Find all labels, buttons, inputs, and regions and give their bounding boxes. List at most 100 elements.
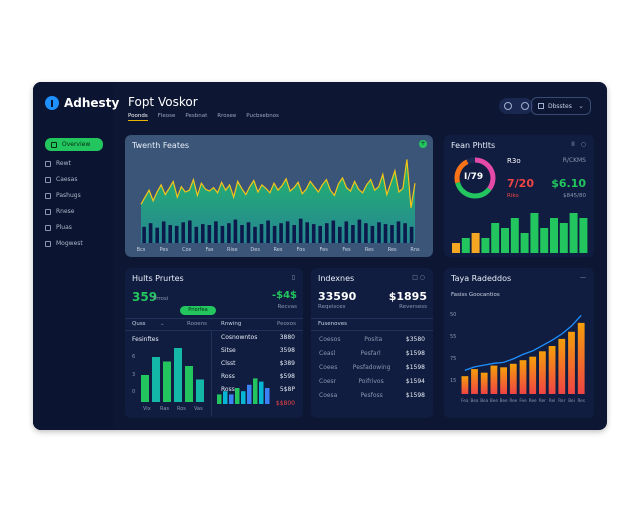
trend-bar xyxy=(292,225,296,243)
sidebar-item-2[interactable]: Caesas xyxy=(45,173,113,186)
y-tick: 6 xyxy=(132,354,136,360)
tab-1[interactable]: Fleose xyxy=(157,113,176,119)
table-row[interactable]: Coesa Pesfoss $1598 xyxy=(311,392,433,399)
y-tick: 3 xyxy=(132,372,136,378)
sidebar-item-label: Rnese xyxy=(56,208,75,215)
trend-bar xyxy=(396,221,401,243)
tab-2[interactable]: Pesbnat xyxy=(185,113,208,119)
table-row[interactable]: Cosnowntos 3880 xyxy=(213,334,303,341)
row-label: Ross xyxy=(221,373,235,380)
donut-label-1: R3o xyxy=(507,157,521,165)
pause-icon[interactable]: II xyxy=(571,141,575,148)
indexnes-header-label[interactable]: Fusenoves xyxy=(318,321,347,327)
panel-more-icon[interactable]: □ ○ xyxy=(412,274,425,281)
x-tick-label: Fos xyxy=(297,247,306,253)
trend-bar xyxy=(220,225,225,243)
sidebar-item-overview[interactable]: Overview xyxy=(45,138,103,151)
trend-badge[interactable]: + xyxy=(419,140,427,148)
trend-bar xyxy=(168,225,172,243)
donut-panel: Fean Phtlts II ○ I/79 R3o R/CKMS 7/20 $6… xyxy=(444,135,594,257)
donut-panel-bar xyxy=(530,213,539,253)
indexnes-value-1: 33590 xyxy=(318,290,357,303)
sidebar-item-6[interactable]: Mogwest xyxy=(45,237,113,250)
trend-bar xyxy=(272,225,277,243)
trend-bar xyxy=(338,226,342,243)
priority-pill[interactable]: Priorfea xyxy=(180,306,216,315)
x-tick-label: Fas xyxy=(205,247,213,253)
taya-x-label: Bee xyxy=(490,398,498,403)
table-row[interactable]: Coesr Poifrivos $1594 xyxy=(311,378,433,385)
date-select[interactable]: Dbsstes ⌄ xyxy=(531,97,591,115)
sidebar-item-1[interactable]: Rewt xyxy=(45,157,113,170)
hults-bar xyxy=(141,375,149,402)
trend-bar xyxy=(259,224,264,243)
taya-y-tick: 75 xyxy=(450,356,456,362)
table-row[interactable]: Coees Pesfadowing $1598 xyxy=(311,364,433,371)
sidebar-item-label: Rewt xyxy=(56,160,71,167)
trend-bar xyxy=(364,223,368,243)
taya-bar xyxy=(568,331,575,394)
table-row[interactable]: $$800 xyxy=(213,400,303,407)
list-icon xyxy=(45,224,51,231)
moon-icon[interactable] xyxy=(503,102,512,110)
panel-menu-icon[interactable]: ▯ xyxy=(291,274,295,281)
logo[interactable]: Adhesty xyxy=(45,96,119,110)
hults-bar-2 xyxy=(235,388,240,404)
x-tick-label: Rns xyxy=(410,247,420,253)
table-row[interactable]: Sitse 3598 xyxy=(213,347,303,354)
col-header-2[interactable]: Rooens xyxy=(187,321,208,327)
taya-bar xyxy=(558,338,566,394)
sidebar-item-label: Overview xyxy=(62,141,91,148)
trend-bar xyxy=(227,223,231,243)
col-header-3[interactable]: Rnwing xyxy=(221,321,242,327)
indexnes-sub-1: Reqeisces xyxy=(318,304,346,310)
page-title: Fopt Voskor xyxy=(128,95,198,109)
donut-value-2: $6.10 xyxy=(551,177,586,190)
refresh-icon[interactable]: ○ xyxy=(580,141,586,148)
trend-bar xyxy=(311,224,316,243)
taya-x-label: Ree xyxy=(529,398,537,403)
hults-bar-2 xyxy=(229,394,234,404)
app-logo-icon xyxy=(45,96,59,110)
trend-bar xyxy=(409,226,414,243)
sidebar-item-4[interactable]: Rnese xyxy=(45,205,113,218)
table-row[interactable]: Coesos Posita $3580 xyxy=(311,336,433,343)
table-row[interactable]: Ross 5$8P xyxy=(213,386,303,393)
donut-chart xyxy=(454,157,496,199)
hults-bars-2 xyxy=(217,378,270,404)
donut-panel-bar xyxy=(491,223,500,253)
cell: $1598 xyxy=(405,364,425,371)
tab-3[interactable]: Rrosee xyxy=(217,113,237,119)
sidebar-item-5[interactable]: Pluas xyxy=(45,221,113,234)
col-header-1[interactable]: Quss xyxy=(132,321,146,327)
col-header-4[interactable]: Peoxos xyxy=(276,321,296,327)
hults-bars: Vix Ras Ros Vas xyxy=(141,348,204,412)
hults-bar-2 xyxy=(265,388,270,404)
table-row[interactable]: Clsst $389 xyxy=(213,360,303,367)
sidebar-item-3[interactable]: Pashugs xyxy=(45,189,113,202)
hults-sub-2: Recvas xyxy=(277,304,297,310)
trend-bar xyxy=(148,223,153,243)
trend-bar xyxy=(285,221,290,243)
trend-bar xyxy=(377,222,381,243)
tab-4[interactable]: Pucbsebnos xyxy=(246,113,279,119)
sidebar: Adhesty Overview Rewt Caesas Pashugs Rne… xyxy=(33,82,119,430)
cell: Pesfoss xyxy=(360,392,383,399)
indexnes-panel-title: Indexnes xyxy=(318,274,355,283)
trend-bar xyxy=(155,227,159,243)
hults-bar-2 xyxy=(223,391,228,404)
taya-bar xyxy=(519,360,527,394)
donut-panel-bar xyxy=(510,218,519,253)
trend-bar xyxy=(201,224,205,243)
tab-0[interactable]: Poonds xyxy=(128,113,148,121)
table-row[interactable]: Ross $598 xyxy=(213,373,303,380)
taya-x-label: Bei xyxy=(568,398,575,403)
trend-bar xyxy=(344,221,349,243)
panel-menu-icon[interactable]: — xyxy=(580,274,586,281)
sun-icon[interactable] xyxy=(520,102,529,110)
cell: $3580 xyxy=(405,336,425,343)
table-row[interactable]: Ceasl Pesfarl $1598 xyxy=(311,350,433,357)
hults-bar xyxy=(174,348,182,402)
indexnes-header-row: Fusenoves xyxy=(311,318,433,331)
